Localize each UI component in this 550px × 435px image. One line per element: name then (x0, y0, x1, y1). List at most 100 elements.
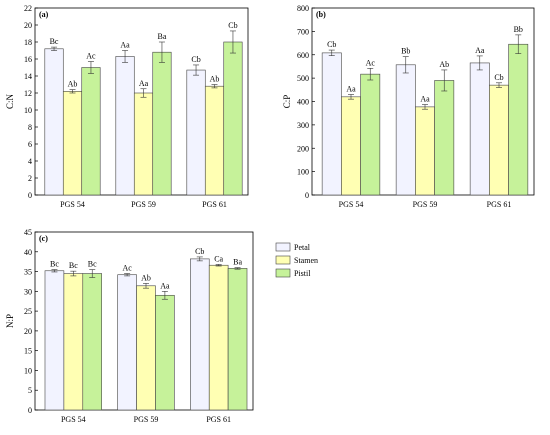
significance-label: Cb (191, 55, 200, 64)
significance-label: Aa (139, 79, 149, 88)
y-tick-label: 2 (28, 174, 32, 183)
chart-panel-2: 0 5 10 15 20 25 30 35 40 45 N:P (c) Bc Bc Bc PGS 54 Ac Ab… (5, 228, 254, 424)
bar-pistil (223, 41, 243, 196)
y-tick-label: 0 (305, 191, 309, 200)
y-tick-label: 600 (297, 51, 309, 60)
significance-label: Ba (233, 258, 242, 267)
y-tick-label: 10 (24, 106, 32, 115)
significance-label: Ab (141, 273, 151, 282)
x-category-label: PGS 59 (413, 200, 438, 209)
bar-pistil (508, 43, 529, 196)
bar-petal (44, 270, 65, 411)
chart-panel-0: 0 2 4 6 8 10 12 14 16 18 20 22 C:N (a) Bc Ab Ac PGS 54 Aa A… (5, 4, 249, 209)
legend-label-stamen: Stamen (294, 256, 318, 265)
y-tick-label: 22 (24, 4, 32, 13)
x-category-label: PGS 59 (134, 415, 159, 424)
y-tick-label: 30 (24, 287, 32, 296)
legend: Petal Stamen Pistil (274, 240, 326, 284)
panel-label: (c) (39, 234, 48, 243)
bar-petal (469, 62, 490, 196)
bar-pistil (81, 67, 101, 196)
y-tick-label: 5 (28, 386, 32, 395)
significance-label: Cb (494, 73, 503, 82)
panel-label: (b) (316, 10, 326, 19)
y-tick-label: 35 (24, 268, 32, 277)
significance-label: Ab (210, 75, 220, 84)
y-tick-label: 0 (28, 406, 32, 415)
legend-swatch-petal (275, 242, 291, 252)
y-tick-label: 12 (24, 89, 32, 98)
significance-label: Ab (68, 80, 78, 89)
y-tick-label: 200 (297, 144, 309, 153)
chart-panel-1: 0 100 200 300 400 500 600 700 800 C:P (b) Cb Aa Ac PGS… (282, 4, 535, 209)
x-category-label: PGS 61 (206, 415, 231, 424)
bar-pistil (434, 80, 455, 196)
bar-stamen (62, 91, 83, 196)
significance-label: Bc (50, 37, 59, 46)
x-category-label: PGS 54 (61, 415, 86, 424)
significance-label: Aa (475, 46, 485, 55)
y-tick-label: 14 (24, 72, 32, 81)
bar-stamen (208, 264, 229, 411)
bar-petal (190, 258, 210, 411)
y-axis-title: C:P (282, 95, 292, 109)
y-tick-label: 400 (297, 98, 309, 107)
legend-label-petal: Petal (294, 243, 311, 252)
x-category-label: PGS 61 (487, 200, 512, 209)
bar-pistil (227, 268, 248, 411)
y-tick-label: 0 (28, 191, 32, 200)
bar-stamen (415, 106, 435, 196)
legend-swatch-pistil (275, 268, 291, 278)
bar-petal (117, 274, 137, 411)
panel-label: (a) (39, 10, 49, 19)
y-tick-label: 700 (297, 27, 309, 36)
significance-label: Aa (346, 84, 356, 93)
x-category-label: PGS 54 (339, 200, 364, 209)
y-axis-title: C:N (5, 94, 15, 110)
significance-label: Cb (327, 40, 336, 49)
significance-label: Bc (50, 260, 59, 269)
significance-label: Ab (439, 60, 449, 69)
significance-label: Aa (120, 41, 130, 50)
x-category-label: PGS 61 (202, 200, 227, 209)
y-tick-label: 800 (297, 4, 309, 13)
bar-petal (115, 56, 135, 196)
x-category-label: PGS 59 (131, 200, 156, 209)
significance-label: Aa (420, 95, 430, 104)
significance-label: Cb (195, 247, 204, 256)
bar-pistil (155, 294, 175, 411)
y-tick-label: 15 (24, 347, 32, 356)
bar-stamen (204, 85, 225, 196)
significance-label: Ca (214, 254, 223, 263)
significance-label: Ac (86, 52, 96, 61)
y-tick-label: 6 (28, 140, 32, 149)
bar-stamen (136, 285, 156, 411)
bar-petal (395, 64, 416, 196)
bar-stamen (63, 273, 84, 411)
y-axis-title: N:P (5, 314, 15, 328)
bar-stamen (489, 84, 509, 196)
y-tick-label: 16 (24, 55, 32, 64)
bar-pistil (152, 51, 172, 196)
significance-label: Bc (88, 260, 97, 269)
significance-label: Bb (401, 47, 410, 56)
y-tick-label: 40 (24, 248, 32, 257)
y-tick-label: 500 (297, 74, 309, 83)
bar-stamen (133, 92, 154, 196)
y-tick-label: 25 (24, 307, 32, 316)
x-category-label: PGS 54 (60, 200, 85, 209)
y-tick-label: 45 (24, 228, 32, 237)
significance-label: Aa (160, 281, 170, 290)
y-tick-label: 8 (28, 123, 32, 132)
bar-stamen (341, 96, 361, 196)
y-tick-label: 100 (297, 168, 309, 177)
bar-pistil (360, 73, 381, 196)
legend-swatch-stamen (275, 255, 291, 265)
y-tick-label: 20 (24, 327, 32, 336)
y-tick-label: 18 (24, 38, 32, 47)
bar-petal (186, 69, 206, 196)
y-tick-label: 10 (24, 366, 32, 375)
y-tick-label: 20 (24, 21, 32, 30)
significance-label: Bb (514, 25, 523, 34)
